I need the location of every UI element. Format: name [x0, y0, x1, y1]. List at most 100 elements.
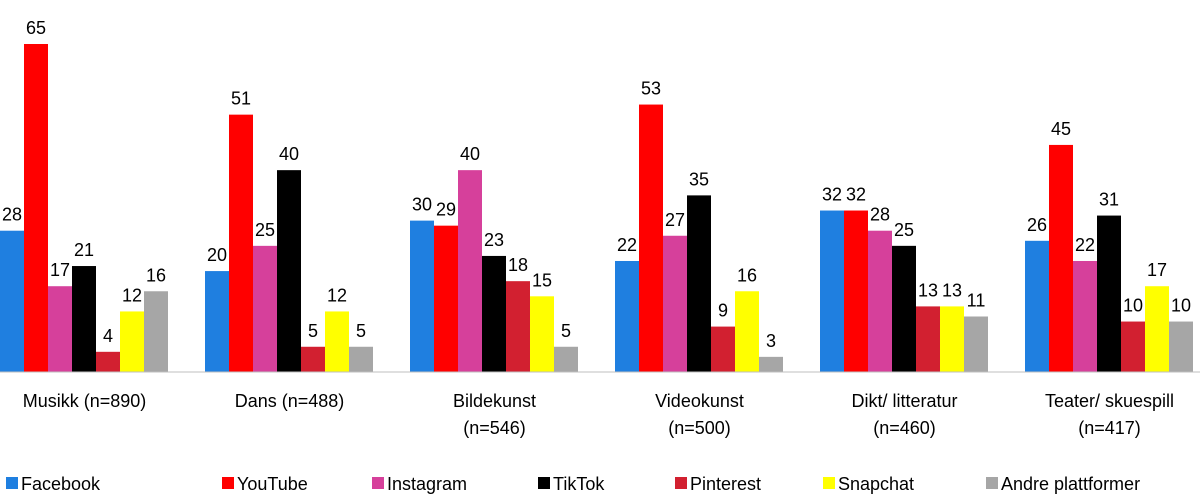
x-tick-label: Dikt/ litteratur (n=460) [851, 391, 958, 438]
bar [277, 170, 301, 372]
data-label: 40 [460, 144, 480, 164]
bar [506, 281, 530, 372]
data-label: 30 [412, 195, 432, 215]
legend-label: Andre plattformer [1001, 474, 1140, 494]
legend-label: Snapchat [838, 474, 914, 494]
data-label: 13 [942, 280, 962, 300]
bar [554, 346, 578, 372]
data-label: 16 [737, 265, 757, 285]
data-label: 3 [766, 331, 776, 351]
data-label: 40 [279, 144, 299, 164]
data-label: 25 [255, 220, 275, 240]
data-label: 16 [146, 265, 166, 285]
bar [892, 245, 916, 372]
data-label: 35 [689, 169, 709, 189]
bar [1073, 260, 1097, 372]
data-label: 10 [1171, 296, 1191, 316]
bar [964, 316, 988, 372]
bar [711, 326, 735, 372]
bar [410, 220, 434, 372]
legend-swatch [675, 477, 687, 489]
data-label: 29 [436, 200, 456, 220]
bar [663, 235, 687, 372]
legend-swatch [6, 477, 18, 489]
bar [916, 306, 940, 372]
legend-label: Instagram [387, 474, 467, 494]
bar [325, 311, 349, 372]
bar [96, 351, 120, 372]
data-label: 13 [918, 280, 938, 300]
legend-swatch [372, 477, 384, 489]
bar [144, 291, 168, 372]
x-tick-label: Teater/ skuespill (n=417) [1044, 391, 1175, 438]
bar [530, 296, 554, 372]
bar [868, 230, 892, 372]
bar [482, 255, 506, 372]
data-label: 12 [122, 285, 142, 305]
data-label: 17 [50, 260, 70, 280]
bar [0, 230, 24, 372]
data-label: 5 [308, 321, 318, 341]
data-label: 53 [641, 79, 661, 99]
data-label: 28 [2, 205, 22, 225]
data-label: 32 [822, 185, 842, 205]
legend-swatch [823, 477, 835, 489]
data-label: 65 [26, 18, 46, 38]
bar [759, 356, 783, 372]
legend-label: YouTube [237, 474, 308, 494]
data-label: 17 [1147, 260, 1167, 280]
x-tick-label: Musikk (n=890) [22, 391, 147, 411]
legend-swatch [538, 477, 550, 489]
data-label: 20 [207, 245, 227, 265]
bar [1097, 215, 1121, 372]
data-label: 31 [1099, 190, 1119, 210]
bar [458, 170, 482, 372]
data-label: 11 [967, 290, 986, 310]
bar [735, 291, 759, 372]
data-label: 45 [1051, 119, 1071, 139]
bar [1049, 144, 1073, 372]
data-label: 51 [231, 89, 251, 109]
bar [48, 286, 72, 372]
data-label: 4 [103, 326, 113, 346]
bar [1145, 286, 1169, 372]
x-tick-label: Videokunst (n=500) [655, 391, 744, 438]
data-label: 27 [665, 210, 685, 230]
bar [1169, 321, 1193, 372]
bar [1025, 240, 1049, 372]
data-label: 21 [74, 240, 94, 260]
x-tick-label: Dans (n=488) [234, 391, 345, 411]
data-label: 22 [1075, 235, 1095, 255]
data-label: 26 [1027, 215, 1047, 235]
bar [844, 210, 868, 372]
data-label: 9 [718, 301, 728, 321]
bar [639, 104, 663, 373]
legend-label: Pinterest [690, 474, 761, 494]
bar [229, 114, 253, 373]
data-label: 25 [894, 220, 914, 240]
bar [820, 210, 844, 372]
bar [72, 266, 96, 372]
data-label: 10 [1123, 296, 1143, 316]
data-label: 5 [356, 321, 366, 341]
data-label: 18 [508, 255, 528, 275]
data-label: 32 [846, 185, 866, 205]
legend-label: Facebook [21, 474, 101, 494]
bar [615, 260, 639, 372]
data-label: 22 [617, 235, 637, 255]
bar [687, 195, 711, 372]
legend-swatch [222, 477, 234, 489]
bar [940, 306, 964, 372]
legend-label: TikTok [553, 474, 605, 494]
data-label: 23 [484, 230, 504, 250]
data-label: 12 [327, 285, 347, 305]
data-label: 28 [870, 205, 890, 225]
data-label: 5 [561, 321, 571, 341]
bar [434, 225, 458, 372]
bar [24, 44, 48, 372]
bar [205, 271, 229, 372]
data-label: 15 [532, 270, 552, 290]
bar [120, 311, 144, 372]
